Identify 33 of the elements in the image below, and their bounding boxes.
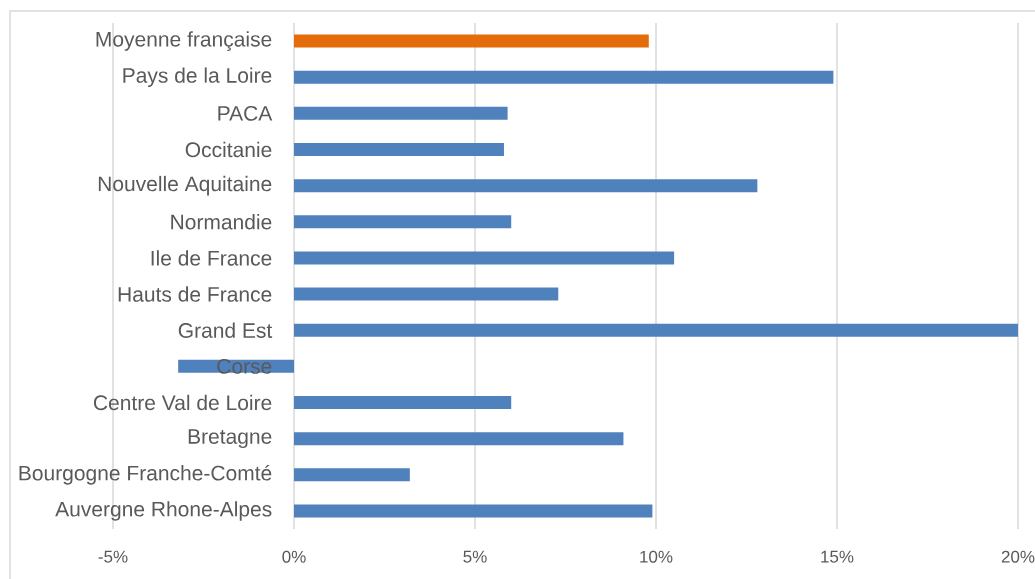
- y-tick-label: Ile de France: [151, 250, 272, 266]
- bar: [294, 215, 512, 229]
- x-tick-label: 0%: [282, 550, 306, 563]
- y-tick-label: Moyenne française: [96, 31, 272, 51]
- bar: [294, 106, 508, 120]
- y-tick-label: Bretagne: [188, 429, 272, 449]
- y-tick-label: Pays de la Loire: [123, 67, 272, 87]
- bar: [294, 143, 504, 156]
- x-tick-label: -5%: [98, 550, 128, 563]
- y-tick-label: PACA: [218, 105, 273, 121]
- x-tick-label: 5%: [463, 550, 487, 563]
- bar: [294, 179, 758, 193]
- bar: [294, 432, 624, 446]
- bar: [294, 70, 834, 84]
- y-tick-label: Auvergne Rhone-Alpes: [55, 501, 272, 521]
- bar: [294, 251, 675, 265]
- bar: [294, 323, 1019, 337]
- bar: [294, 34, 649, 48]
- bar: [294, 468, 410, 482]
- y-tick-label: Hauts de France: [118, 286, 272, 302]
- bar: [294, 396, 512, 409]
- y-tick-label: Grand Est: [178, 322, 273, 338]
- y-tick-label: Occitanie: [185, 141, 272, 158]
- bar: [294, 287, 559, 301]
- y-tick-label: Corse: [217, 358, 272, 374]
- bar: [294, 504, 653, 518]
- y-tick-label: Normandie: [171, 214, 272, 230]
- y-tick-label: Bourgogne Franche-Comté: [19, 464, 272, 485]
- x-tick-label: 20%: [1001, 550, 1035, 563]
- y-tick-label: Nouvelle Aquitaine: [98, 175, 272, 196]
- y-tick-label: Centre Val de Loire: [93, 394, 272, 411]
- x-tick-label: 15%: [821, 550, 854, 563]
- x-tick-label: 10%: [640, 550, 673, 563]
